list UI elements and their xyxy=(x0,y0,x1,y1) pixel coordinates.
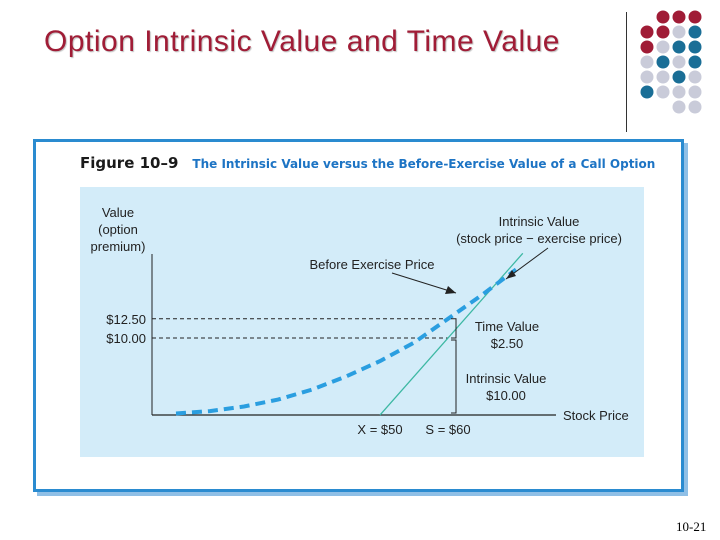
figure-caption: The Intrinsic Value versus the Before-Ex… xyxy=(192,157,656,171)
decorative-dot xyxy=(640,70,654,84)
decorative-dot xyxy=(688,70,702,84)
annotation-intrinsic-amount-title: Intrinsic Value xyxy=(466,371,547,386)
decorative-dot xyxy=(672,100,686,114)
y-tick-label-10-00: $10.00 xyxy=(106,331,146,346)
decorative-dot xyxy=(656,25,670,39)
annotation-intrinsic-amount-value: $10.00 xyxy=(486,388,526,403)
decorative-dot xyxy=(640,25,654,39)
arrow-before-exercise xyxy=(391,272,457,294)
annotation-time-value-amount: $2.50 xyxy=(491,336,524,351)
decorative-dot xyxy=(656,70,670,84)
annotation-intrinsic-value-formula: (stock price − exercise price) xyxy=(456,231,622,246)
decorative-dot xyxy=(688,55,702,69)
series-before-exercise-value xyxy=(175,267,518,416)
chart-panel xyxy=(80,187,644,457)
decorative-dot xyxy=(656,40,670,54)
decorative-dot xyxy=(672,55,686,69)
bracket-time-value xyxy=(451,318,457,339)
decorative-dots xyxy=(640,10,702,114)
x-axis-label: Stock Price xyxy=(563,408,629,423)
arrowhead-intrinsic-value xyxy=(506,270,516,279)
decorative-dot xyxy=(688,40,702,54)
annotation-before-exercise: Before Exercise Price xyxy=(310,257,435,272)
y-axis-label-line-1: Value xyxy=(102,205,134,220)
x-tick-label-exercise: X = $50 xyxy=(357,422,402,437)
decorative-dot xyxy=(672,10,686,24)
figure-frame: Figure 10–9 The Intrinsic Value versus th… xyxy=(33,139,684,492)
annotation-intrinsic-value-title: Intrinsic Value xyxy=(499,214,580,229)
decorative-dot xyxy=(688,100,702,114)
slide-title: Option Intrinsic Value and Time Value xyxy=(44,25,560,58)
page-number: 10-21 xyxy=(676,519,707,534)
decorative-dot xyxy=(672,85,686,99)
decorative-dot xyxy=(656,85,670,99)
figure-header: Figure 10–9 The Intrinsic Value versus th… xyxy=(80,154,655,173)
y-axis-label-line-2: (option xyxy=(98,222,138,237)
annotation-time-value-title: Time Value xyxy=(475,319,539,334)
figure-number: Figure 10–9 xyxy=(80,154,179,172)
chart: Value (option premium) Stock Price $12.5… xyxy=(80,187,644,457)
arrowhead-before-exercise xyxy=(445,286,456,294)
decorative-dot xyxy=(640,40,654,54)
decorative-dot xyxy=(688,85,702,99)
bracket-intrinsic-value xyxy=(451,339,457,414)
y-tick-label-12-50: $12.50 xyxy=(106,312,146,327)
decorative-dot xyxy=(656,10,670,24)
decorative-dot xyxy=(640,55,654,69)
title-divider xyxy=(626,12,627,132)
decorative-dot xyxy=(640,85,654,99)
x-tick-label-stock: S = $60 xyxy=(425,422,470,437)
decorative-dot xyxy=(688,25,702,39)
decorative-dot xyxy=(672,70,686,84)
decorative-dot xyxy=(688,10,702,24)
decorative-dot xyxy=(656,55,670,69)
y-axis-label-line-3: premium) xyxy=(91,239,146,254)
decorative-dot xyxy=(672,25,686,39)
decorative-dot xyxy=(672,40,686,54)
